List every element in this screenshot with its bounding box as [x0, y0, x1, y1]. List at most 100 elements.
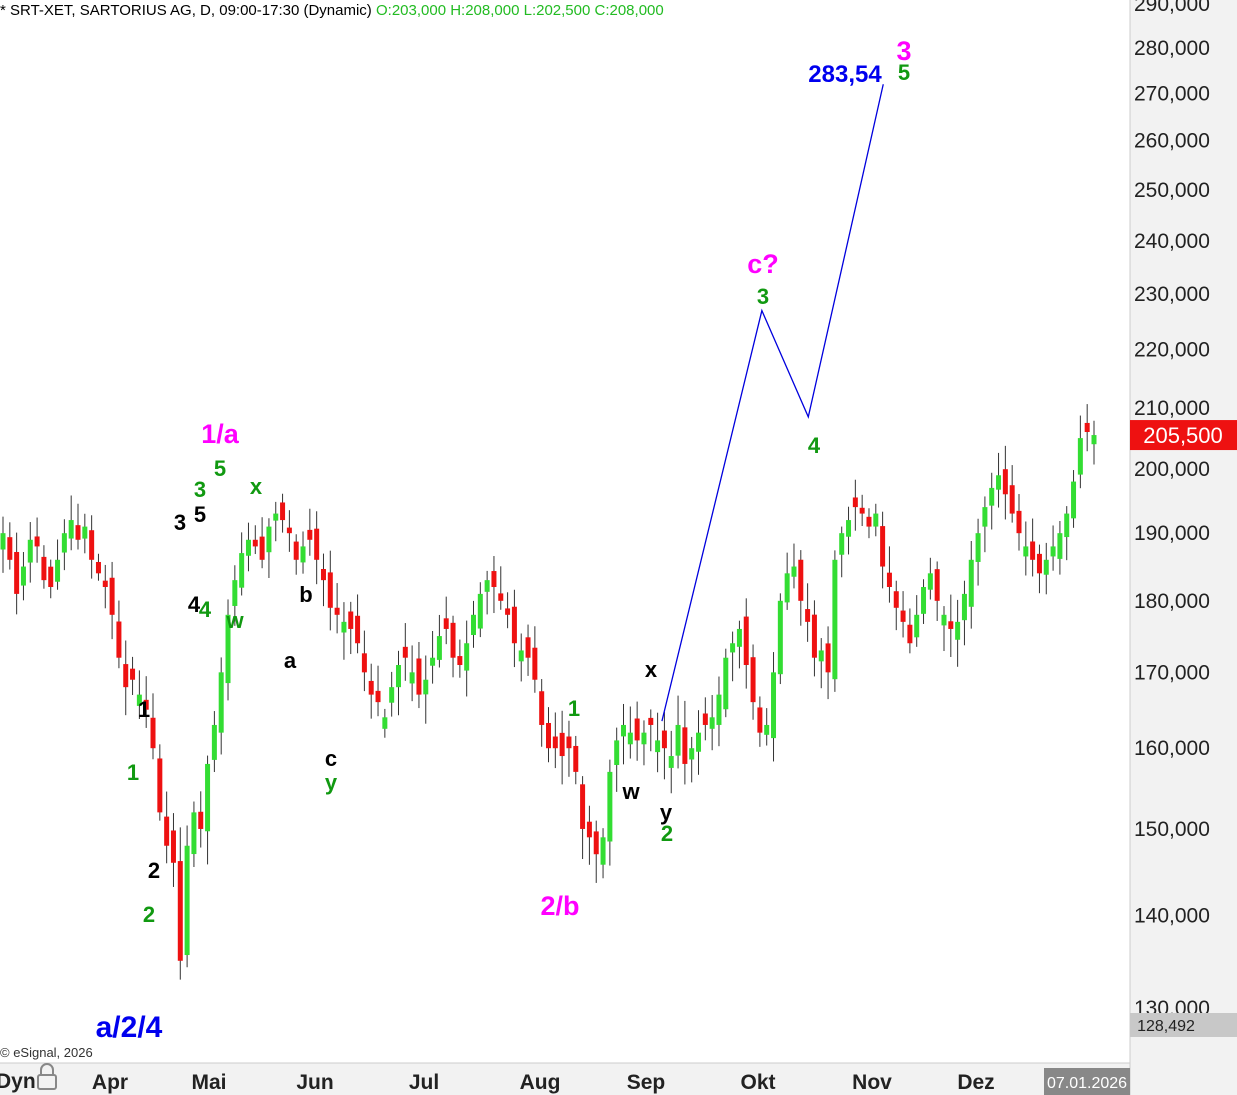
candle-body: [170, 830, 176, 863]
x-month-label: Nov: [852, 1071, 892, 1094]
candle-body: [157, 758, 163, 813]
candle-body: [702, 713, 708, 725]
candle-body: [443, 618, 449, 629]
candle-body: [682, 727, 688, 764]
candle-body: [430, 657, 436, 666]
candle-body: [55, 559, 61, 582]
price-axis-panel: [1130, 0, 1237, 1095]
candle-body: [982, 507, 988, 527]
candle-body: [1050, 546, 1056, 557]
candle-body: [1009, 485, 1015, 514]
candle-body: [866, 516, 872, 527]
wave-label: 3: [174, 510, 186, 535]
candle-body: [102, 580, 108, 588]
candle-body: [839, 533, 845, 555]
candle-body: [546, 722, 551, 749]
time-axis-panel: [0, 1063, 1130, 1095]
candle-body: [961, 593, 967, 621]
candle-body: [68, 520, 74, 539]
candle-body: [805, 609, 811, 622]
lock-shackle: [40, 1063, 54, 1075]
candle-body: [948, 621, 954, 629]
y-tick-label: 180,000: [1134, 590, 1210, 613]
y-tick-label: 210,000: [1134, 397, 1210, 420]
copyright: © eSignal, 2026: [0, 1045, 93, 1060]
candle-body: [109, 577, 115, 615]
candle-body: [614, 740, 620, 765]
candle-body: [375, 690, 381, 703]
candle-body: [1016, 510, 1022, 534]
x-month-label: Sep: [627, 1071, 666, 1094]
candle-body: [395, 665, 401, 688]
candle-body: [225, 614, 231, 684]
wave-label: 4: [188, 592, 201, 617]
candle-body: [191, 812, 197, 855]
candle-body: [314, 528, 320, 560]
wave-label: 1: [568, 696, 580, 721]
candle-body: [736, 628, 742, 647]
candle-body: [361, 653, 367, 673]
lock-icon[interactable]: [37, 1074, 57, 1090]
y-tick-label: 160,000: [1134, 737, 1210, 760]
candle-body: [164, 816, 170, 846]
wave-label: 3: [194, 477, 206, 502]
candle-body: [1043, 559, 1049, 575]
candle-body: [239, 553, 245, 588]
candle-body: [914, 614, 920, 638]
candle-body: [525, 637, 531, 658]
wave-label: 5: [194, 502, 206, 527]
candle-body: [1091, 435, 1097, 445]
candle-body: [955, 621, 961, 640]
candle-body: [423, 679, 429, 695]
wave-label: a: [284, 648, 297, 673]
candle-body: [48, 566, 54, 588]
candle-body: [886, 572, 892, 588]
candle-body: [661, 730, 667, 749]
date-tag: [1044, 1068, 1130, 1095]
candle-body: [505, 608, 511, 615]
candle-body: [791, 566, 797, 577]
candle-body: [750, 657, 756, 703]
candle-body: [927, 573, 933, 590]
candle-body: [566, 736, 572, 749]
candle-body: [286, 527, 292, 534]
candle-body: [934, 569, 940, 601]
x-month-label: Aug: [520, 1071, 561, 1094]
candle-body: [1057, 533, 1063, 559]
candle-body: [211, 724, 217, 760]
candle-body: [116, 621, 122, 658]
candle-body: [89, 530, 95, 560]
candle-body: [382, 717, 388, 729]
candle-body: [82, 526, 88, 539]
candle-body: [941, 614, 947, 626]
candle-body: [457, 656, 463, 666]
candle-body: [655, 740, 661, 753]
wave-label: 3: [896, 36, 911, 66]
candle-body: [273, 513, 279, 521]
candle-body: [61, 533, 67, 553]
candle-body: [266, 526, 272, 553]
candle-body: [634, 718, 640, 741]
y-tick-label: 150,000: [1134, 818, 1210, 841]
candle-body: [532, 647, 538, 680]
candle-body: [348, 611, 354, 629]
y-tick-label: 270,000: [1134, 83, 1210, 106]
candle-body: [218, 672, 224, 733]
wave-label: x: [250, 474, 263, 499]
wave-label: w: [621, 779, 640, 804]
candle-body: [75, 525, 81, 540]
candle-body: [477, 593, 483, 629]
wave-label: c?: [747, 249, 779, 279]
candle-body: [771, 672, 777, 739]
candle-body: [757, 707, 763, 733]
candle-body: [416, 658, 422, 695]
candle-body: [1077, 438, 1083, 475]
candle-body: [41, 556, 47, 581]
y-tick-label: 250,000: [1134, 179, 1210, 202]
candle-body: [1084, 422, 1090, 433]
candle-body: [593, 831, 599, 855]
candle-body: [491, 571, 497, 588]
y-tick-label: 260,000: [1134, 130, 1210, 153]
candle-body: [580, 784, 586, 829]
